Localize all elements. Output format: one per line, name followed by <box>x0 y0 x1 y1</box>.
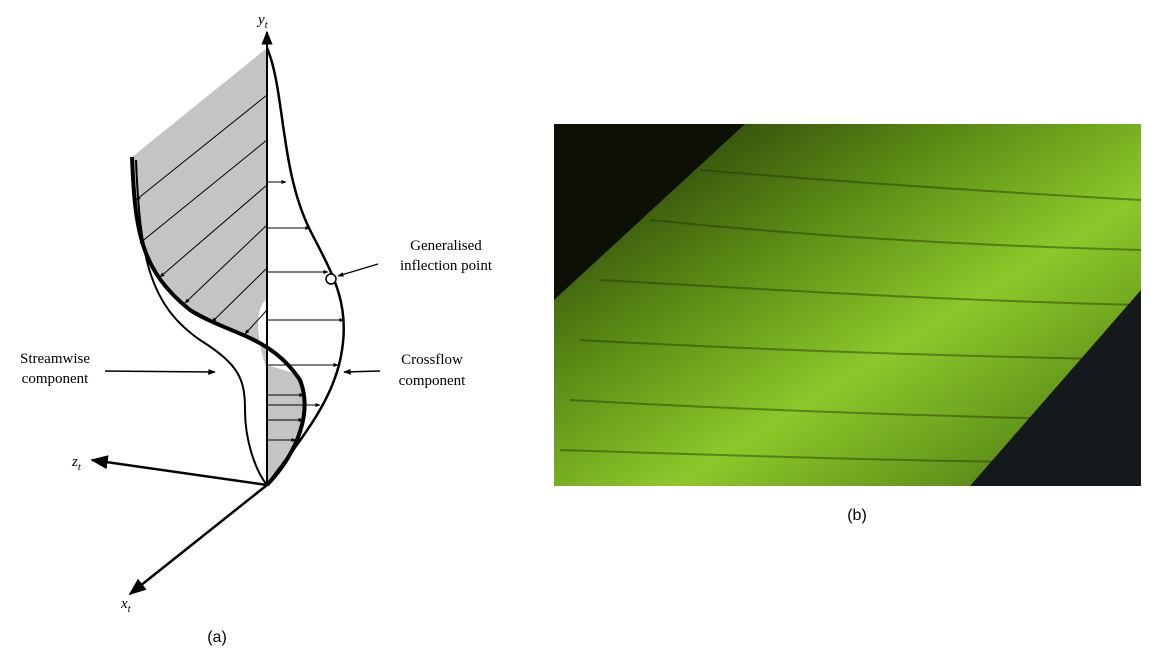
inflection-arrow <box>338 264 378 276</box>
axis-symbol: y <box>256 12 265 28</box>
label: component <box>22 371 89 387</box>
y-axis-label: yt <box>256 12 269 31</box>
caption: (a) <box>207 629 227 646</box>
label: inflection point <box>400 258 493 274</box>
x-axis <box>130 485 267 594</box>
axis-subscript: t <box>78 461 82 473</box>
axis-subscript: t <box>128 603 132 615</box>
streamwise-shade <box>132 48 305 485</box>
z-axis-label: zt <box>71 454 82 473</box>
caption: (b) <box>847 507 867 524</box>
inflection-point <box>326 274 336 284</box>
streamwise-arrow <box>105 371 215 372</box>
panel-a: yt zt xt Generalised inflection point St… <box>20 12 493 646</box>
label: Generalised <box>410 238 482 254</box>
label: Streamwise <box>20 351 90 367</box>
crossflow-arrow <box>344 371 380 372</box>
label: Crossflow <box>401 352 463 368</box>
z-axis <box>92 460 267 485</box>
label: component <box>399 373 466 389</box>
axis-subscript: t <box>265 19 269 31</box>
panel-b: (b) <box>554 124 1141 524</box>
figure: yt zt xt Generalised inflection point St… <box>0 0 1156 652</box>
x-axis-label: xt <box>120 596 132 615</box>
